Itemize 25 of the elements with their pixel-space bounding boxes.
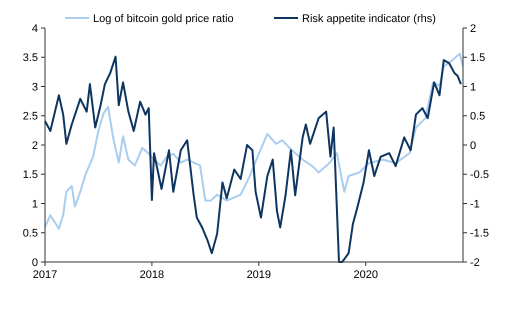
- y-tick-label: 1: [32, 198, 38, 210]
- x-tick-label: 2017: [32, 269, 58, 281]
- y-tick-label: 3.5: [22, 52, 38, 64]
- y-tick-label: 2: [32, 140, 38, 152]
- legend-label: Risk appetite indicator (rhs): [302, 12, 436, 25]
- y-tick-label: 2.5: [22, 110, 38, 123]
- y2-tick-label: 0: [470, 140, 476, 152]
- y2-tick-label: 1: [470, 81, 476, 94]
- y-tick-label: 0.5: [22, 228, 38, 240]
- line-series: [44, 52, 464, 230]
- y2-tick-label: -1: [470, 198, 480, 210]
- x-tick-label: 2019: [246, 269, 272, 281]
- y-tick-label: 4: [32, 22, 38, 35]
- y2-tick-label: 0.5: [470, 110, 486, 123]
- y-tick-label: 0: [32, 256, 38, 269]
- x-tick-label: 2020: [353, 269, 378, 281]
- y2-tick-label: 2: [470, 22, 476, 35]
- y2-tick-label: -2: [470, 256, 480, 269]
- y2-tick-label: -1.5: [470, 228, 489, 240]
- x-tick-label: 2018: [140, 269, 164, 281]
- y2-tick-label: -0.5: [470, 169, 489, 182]
- y2-tick-label: 1.5: [470, 52, 486, 64]
- legend-label: Log of bitcoin gold price ratio: [93, 12, 234, 25]
- y-tick-label: 1.5: [22, 169, 38, 182]
- y-tick-label: 3: [32, 81, 38, 94]
